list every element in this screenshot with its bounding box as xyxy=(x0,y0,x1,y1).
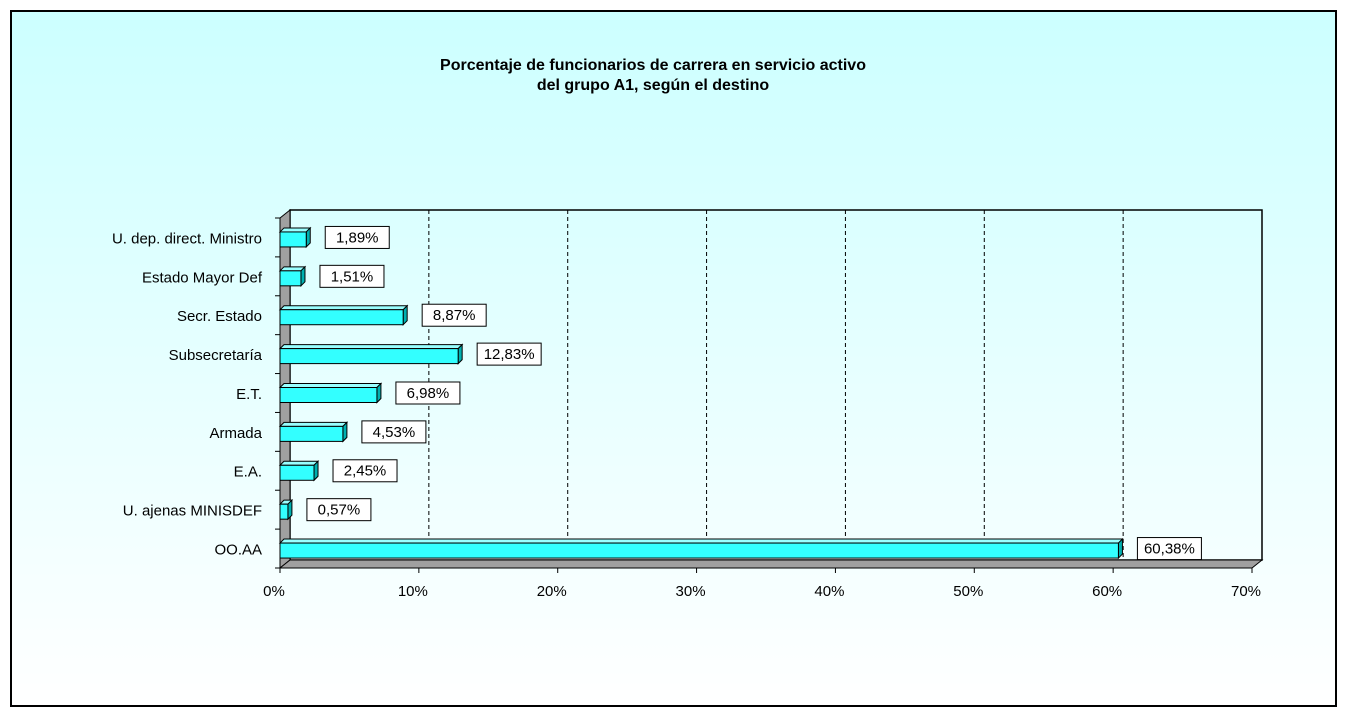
bar xyxy=(279,387,378,403)
data-label-box xyxy=(306,498,372,522)
bar-side xyxy=(376,382,382,404)
bar xyxy=(279,348,459,365)
data-label: 12,83% xyxy=(484,346,535,363)
x-tick-label: 10% xyxy=(398,583,428,600)
bar-side xyxy=(457,343,463,365)
y-tick-label: U. ajenas MINISDEF xyxy=(123,503,262,520)
y-tick-label: Secr. Estado xyxy=(177,308,262,325)
y-tick-label: E.A. xyxy=(234,464,262,481)
data-label-box xyxy=(361,420,427,444)
bar xyxy=(279,464,315,481)
bar-top xyxy=(278,344,464,350)
bar xyxy=(279,309,404,326)
data-label-box xyxy=(324,225,390,249)
data-label: 2,45% xyxy=(344,463,387,480)
bar-side xyxy=(287,498,293,521)
data-label: 1,51% xyxy=(331,268,374,285)
bar xyxy=(279,503,289,520)
y-tick-label: Armada xyxy=(209,425,262,442)
y-tick-label: Estado Mayor Def xyxy=(142,269,263,286)
x-tick-label: 70% xyxy=(1231,583,1261,600)
bar-top xyxy=(278,305,409,311)
data-label-box xyxy=(476,342,542,366)
x-tick-label: 50% xyxy=(953,583,983,600)
x-tick-label: 40% xyxy=(814,583,844,600)
bar-side xyxy=(402,304,408,326)
bar xyxy=(279,542,1119,559)
bar-side xyxy=(305,226,311,249)
data-label-box xyxy=(421,303,487,327)
x-tick-label: 30% xyxy=(676,583,706,600)
bar-top xyxy=(278,383,383,388)
y-tick-label: Subsecretaría xyxy=(169,347,263,364)
bar-side xyxy=(300,265,306,288)
y-tick-label: E.T. xyxy=(236,386,262,403)
bar-side xyxy=(1117,537,1123,560)
data-label: 8,87% xyxy=(433,307,476,324)
data-label: 4,53% xyxy=(373,424,416,441)
data-label: 1,89% xyxy=(336,229,379,246)
data-label-box xyxy=(332,459,398,483)
data-label-box xyxy=(1136,537,1202,561)
data-label: 0,57% xyxy=(318,502,361,519)
bar xyxy=(279,425,344,442)
x-tick-label: 20% xyxy=(537,583,567,600)
bar-side xyxy=(313,460,319,482)
chart-title: Porcentaje de funcionarios de carrera en… xyxy=(440,57,866,74)
data-label-box xyxy=(319,264,385,288)
data-label: 60,38% xyxy=(1144,541,1195,558)
bar-top xyxy=(278,421,349,427)
x-tick-label: 0% xyxy=(263,583,285,600)
bar-top xyxy=(278,538,1124,544)
chart-title: del grupo A1, según el destino xyxy=(537,77,770,94)
chart-frame xyxy=(10,10,1337,707)
x-tick-label: 60% xyxy=(1092,583,1122,600)
bar-top xyxy=(278,460,320,466)
data-label-box xyxy=(395,381,461,405)
bar xyxy=(279,270,302,287)
y-tick-label: OO.AA xyxy=(214,542,262,559)
y-tick-label: U. dep. direct. Ministro xyxy=(112,230,262,247)
floor xyxy=(278,559,1264,569)
data-label: 6,98% xyxy=(407,385,450,402)
bar-side xyxy=(342,421,348,443)
bar-top xyxy=(278,227,312,233)
bar xyxy=(279,231,307,248)
